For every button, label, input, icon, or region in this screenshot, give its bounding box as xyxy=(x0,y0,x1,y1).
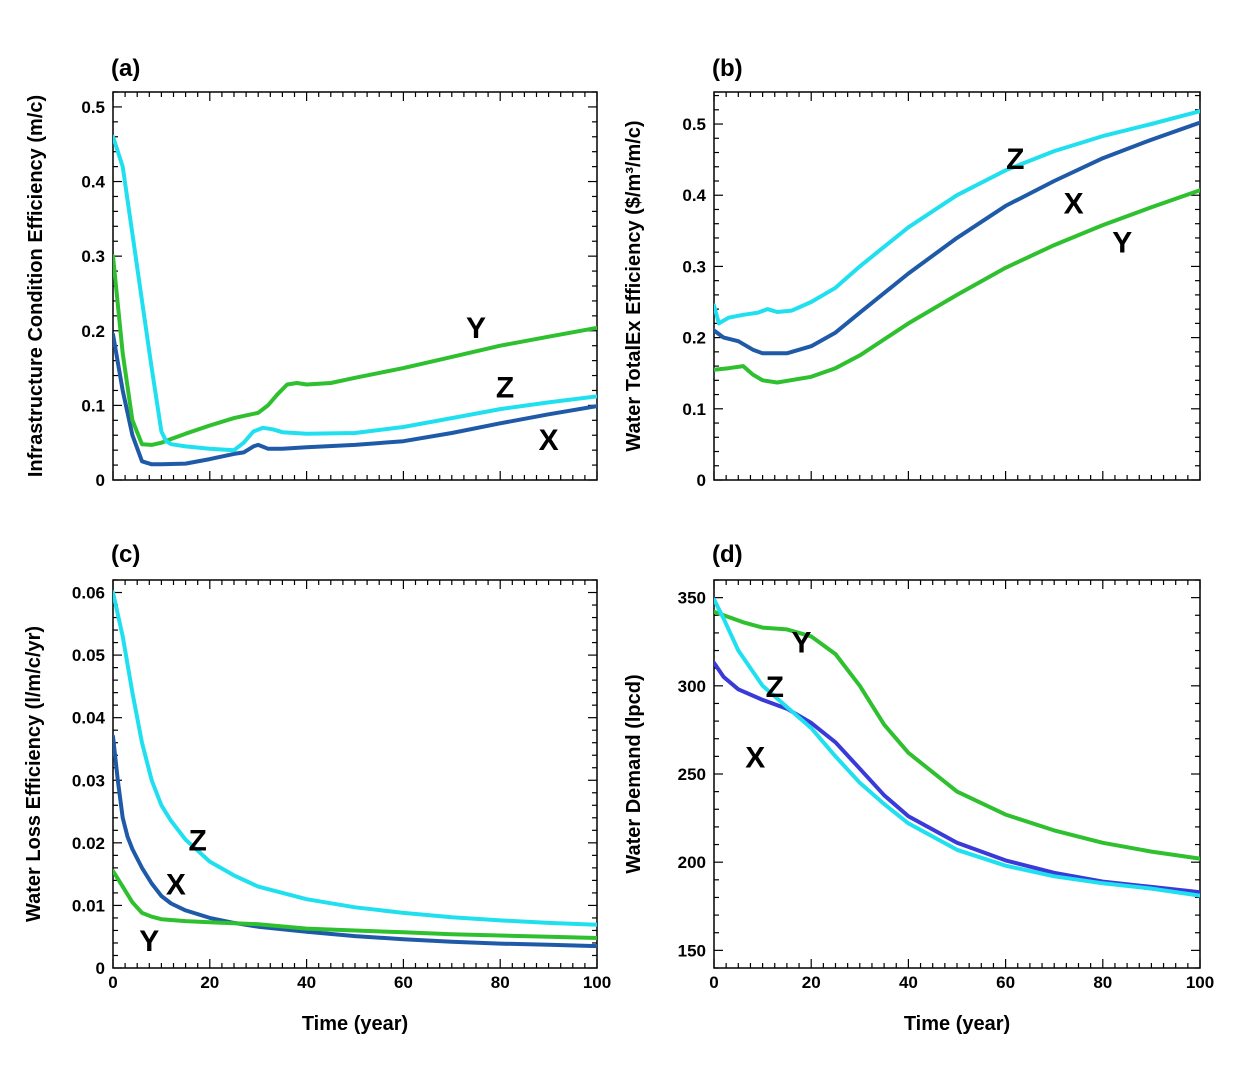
chart-panel-a: 0 0.1 0.2 0.3 0.4 0.5 (a) Infrastructure Condit… xyxy=(25,55,598,490)
series-line-z xyxy=(113,590,597,927)
series-lines xyxy=(714,109,1200,385)
y-tick-label: 0.06 xyxy=(72,584,105,603)
series-label-y: Y xyxy=(1112,227,1132,260)
x-tick-label: 40 xyxy=(899,973,918,992)
y-axis-title: Water Demand (lpcd) xyxy=(623,674,645,873)
x-tick-label: 40 xyxy=(297,973,316,992)
series-label-z: Z xyxy=(189,825,207,858)
series-label-y: Y xyxy=(139,925,159,958)
x-tick-label: 80 xyxy=(1093,973,1112,992)
y-tick-label: 0.4 xyxy=(81,173,105,192)
y-tick-label: 0.04 xyxy=(72,709,106,728)
series-line-y xyxy=(113,254,597,447)
y-tick-label: 0.05 xyxy=(72,646,105,665)
y-tick-label: 0.3 xyxy=(81,247,105,266)
y-tick-label: 0 xyxy=(96,959,105,978)
y-axis-title: Water Loss Efficiency (l/m/c/yr) xyxy=(23,626,45,922)
x-tick-label: 0 xyxy=(108,973,117,992)
y-tick-label: 0.01 xyxy=(72,896,105,915)
series-line-z xyxy=(714,597,1200,898)
x-axis-title: Time (year) xyxy=(904,1013,1010,1035)
series-line-z xyxy=(113,134,597,453)
y-tick-label: 0.1 xyxy=(682,400,706,419)
panel-label: (c) xyxy=(111,541,140,568)
series-label-x: X xyxy=(539,424,559,457)
series-label-z: Z xyxy=(766,671,784,704)
series-lines xyxy=(113,590,597,949)
series-label-z: Z xyxy=(1006,143,1024,176)
series-label-y: Y xyxy=(466,312,486,345)
plot-frame xyxy=(713,579,1201,969)
y-tick-label: 0.5 xyxy=(682,115,706,134)
x-tick-label: 20 xyxy=(200,973,219,992)
chart-panel-d: 150 200 250 300 350 0 20 40 60 80 100 (d) Water Dema… xyxy=(623,541,1214,1035)
panel-label: (d) xyxy=(712,541,743,568)
x-tick-label: 100 xyxy=(583,973,611,992)
plot-frame xyxy=(112,91,598,481)
series-line-x xyxy=(714,120,1200,356)
panel-label: (b) xyxy=(712,55,743,82)
y-tick-label: 150 xyxy=(678,941,706,960)
y-tick-label: 0.5 xyxy=(81,98,105,117)
y-tick-label: 350 xyxy=(678,589,706,608)
x-tick-label: 80 xyxy=(491,973,510,992)
y-tick-label: 0.2 xyxy=(81,322,105,341)
panel-label: (a) xyxy=(111,55,140,82)
y-axis-title: Infrastructure Condition Efficiency (m/c… xyxy=(25,95,47,477)
series-label-y: Y xyxy=(791,627,811,660)
y-tick-label: 0.02 xyxy=(72,834,105,853)
x-axis-title: Time (year) xyxy=(302,1013,408,1035)
series-line-x xyxy=(714,660,1200,895)
series-lines xyxy=(714,597,1200,898)
series-line-x xyxy=(113,734,597,949)
series-line-y xyxy=(714,609,1200,861)
y-tick-label: 300 xyxy=(678,677,706,696)
y-tick-label: 0.4 xyxy=(682,186,706,205)
series-label-x: X xyxy=(166,869,186,902)
x-tick-label: 0 xyxy=(709,973,718,992)
chart-panel-c: 0 0.01 0.02 0.03 0.04 0.05 0.06 0 20 40 60 80 100 (c)… xyxy=(23,541,611,1035)
series-line-y xyxy=(714,188,1200,385)
x-tick-label: 100 xyxy=(1186,973,1214,992)
series-line-z xyxy=(714,109,1200,326)
series-line-y xyxy=(113,869,597,940)
y-tick-label: 0 xyxy=(96,471,105,490)
x-tick-label: 60 xyxy=(394,973,413,992)
y-tick-label: 0.3 xyxy=(682,257,706,276)
y-tick-label: 0 xyxy=(697,471,706,490)
y-tick-label: 0.2 xyxy=(682,329,706,348)
series-lines xyxy=(113,134,597,467)
series-line-x xyxy=(113,332,597,467)
x-tick-label: 20 xyxy=(802,973,821,992)
y-tick-label: 200 xyxy=(678,853,706,872)
chart-panel-b: 0 0.1 0.2 0.3 0.4 0.5 (b) Water TotalEx Efficie… xyxy=(623,55,1201,490)
series-label-z: Z xyxy=(496,372,514,405)
y-tick-label: 0.03 xyxy=(72,771,105,790)
y-axis-title: Water TotalEx Efficiency ($/m³/m/c) xyxy=(623,120,645,451)
y-tick-label: 250 xyxy=(678,765,706,784)
series-label-x: X xyxy=(1064,187,1084,220)
y-tick-label: 0.1 xyxy=(81,396,105,415)
series-label-x: X xyxy=(745,741,765,774)
x-tick-label: 60 xyxy=(996,973,1015,992)
